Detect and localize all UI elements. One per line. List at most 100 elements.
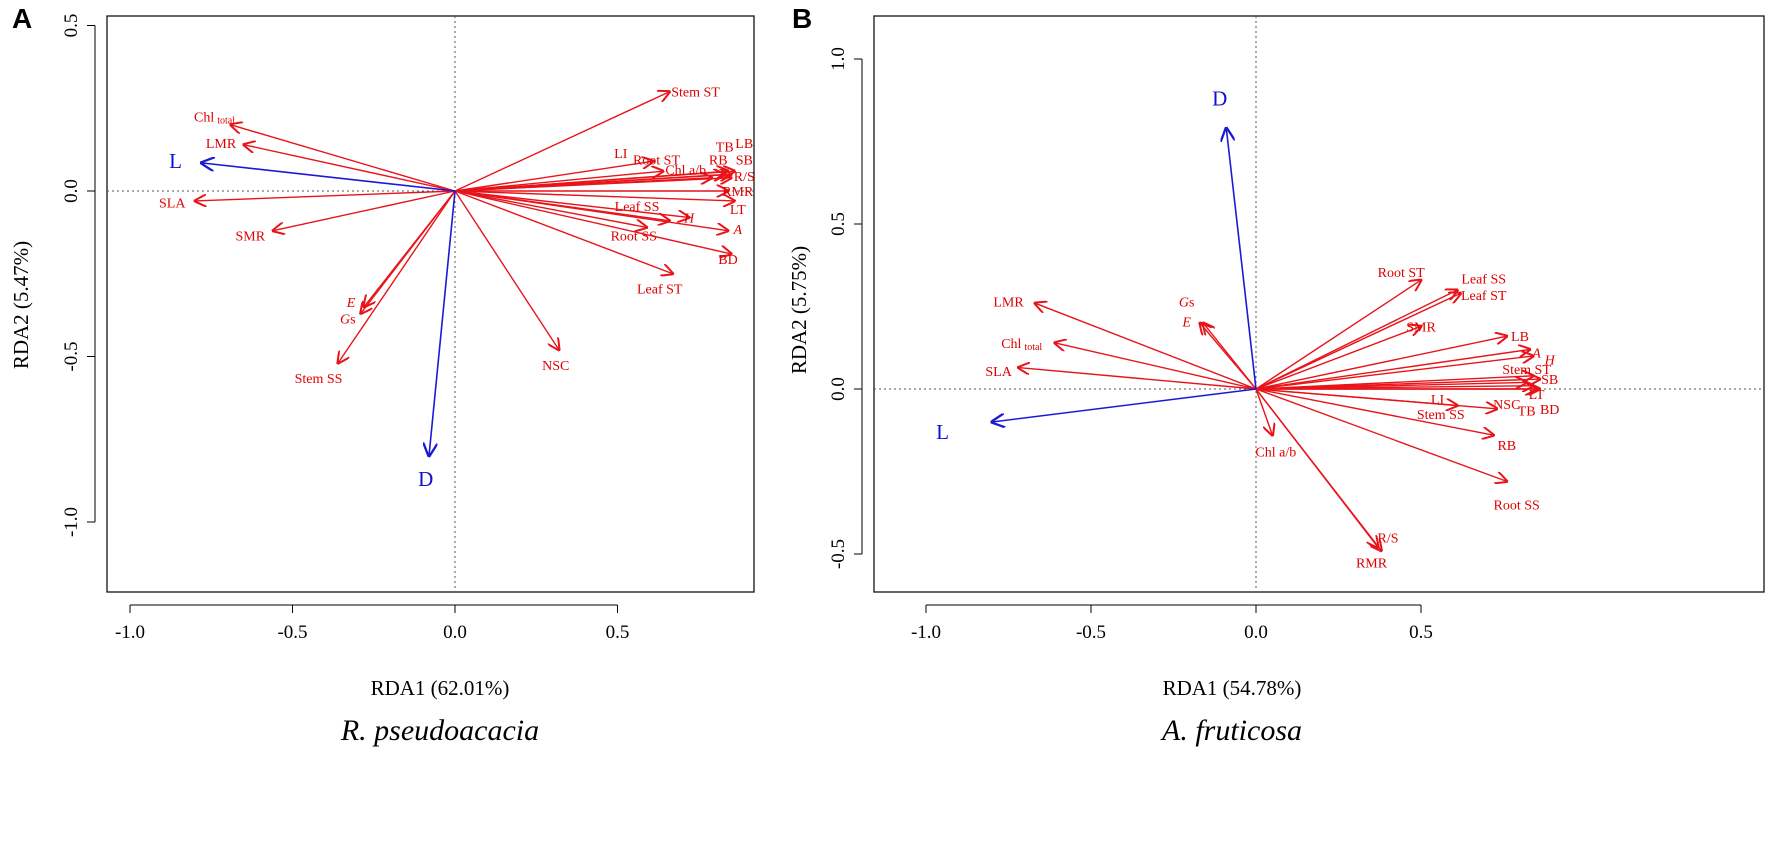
panel-a-vector-lmr <box>244 145 456 192</box>
panel-a-vector-chl-total-label: Chl total <box>194 111 235 127</box>
panel-b-vector-a <box>1255 349 1530 390</box>
panel-a-vector-root-ss-label: Root SS <box>611 230 657 245</box>
panel-b-vector-lb-label: LB <box>1511 330 1529 345</box>
panel-b-y-axis-title: RDA2 (5.75%) <box>787 246 811 374</box>
panel-b-vector-chl-total-label: Chl total <box>1001 337 1042 353</box>
panel-a-vector-root-st-label: Root ST <box>633 154 681 169</box>
panel-b-vector-lmr-label: LMR <box>993 296 1024 311</box>
panel-a-vector-stem-st <box>454 92 670 192</box>
panel-a-vector-smr <box>273 190 456 231</box>
panel-a-vector-h <box>454 190 689 217</box>
panel-b-x-axis-title: RDA1 (54.78%) <box>1163 676 1302 700</box>
panel-a-vector-tb-label: TB <box>716 140 734 155</box>
panel-b-x-tick-label: -1.0 <box>911 622 941 643</box>
panel-b-vector-lb <box>1255 336 1507 390</box>
panel-a-vector-lb-label: LB <box>735 137 753 152</box>
panel-a: A -1.0 -0.5 0.0 0.5 -1.0 -0.5 0.0 0.5 Chl total LM… <box>9 3 755 747</box>
panel-a-vector-lt-label: LT <box>730 203 746 218</box>
panel-a-x-tick-label: 0.5 <box>606 622 630 643</box>
panel-a-vector-leaf-ss-label: Leaf SS <box>615 200 660 215</box>
panel-b-vector-r-s-label: R/S <box>1377 532 1398 547</box>
panel-b-vector-sla <box>1018 368 1257 390</box>
panel-b-vector-stem-ss-label: Stem SS <box>1417 408 1465 423</box>
panel-b-vector-smr-label: SMR <box>1406 320 1436 335</box>
panel-b-vector-a-label: A <box>1531 347 1541 362</box>
panel-b-letter: B <box>792 3 812 34</box>
panel-a-vector-r-s <box>454 178 731 192</box>
panel-b-vector-nsc-label: NSC <box>1493 398 1520 413</box>
panel-b-vector-rmr <box>1255 388 1381 551</box>
panel-b-vector-lmr <box>1035 303 1257 390</box>
panel-a-vector-bd <box>454 190 731 254</box>
panel-b-vector-root-ss <box>1255 388 1507 481</box>
panel-b-vector-bd-label: BD <box>1540 403 1559 418</box>
panel-a-vector-rmr-label: RMR <box>722 185 754 200</box>
panel-b-y-tick-label: 0.5 <box>828 212 849 236</box>
panel-b-plot-box <box>873 15 1765 593</box>
panel-b-vector-gs-label: Gs <box>1179 296 1195 311</box>
panel-a-vector-lt <box>454 190 735 201</box>
panel-b-vector-lt-label: LT <box>1529 388 1545 403</box>
panel-b-vector-sla-label: SLA <box>985 365 1012 380</box>
panel-a-x-tick-label: 0.0 <box>443 622 467 643</box>
panel-a-vector-a-label: A <box>732 223 742 238</box>
panel-b-vector-leaf-ss-label: Leaf SS <box>1461 272 1506 287</box>
panel-b-vector-li-label: LI <box>1431 393 1445 408</box>
panel-b-vector-leaf-ss <box>1255 290 1457 390</box>
panel-a-vector-chl-total <box>231 125 456 192</box>
panel-a-vector-leaf-st <box>454 190 673 274</box>
panel-b-x-tick-label: -0.5 <box>1076 622 1106 643</box>
panel-b-vector-leaf-st <box>1255 293 1461 390</box>
panel-b-env-vector-d-label: D <box>1212 87 1227 111</box>
panel-b-vector-smr <box>1255 326 1421 390</box>
panel-a-species-title: R. pseudoacacia <box>340 714 539 747</box>
panel-a-y-tick-label: 0.0 <box>61 179 82 203</box>
panel-b-vector-root-st-label: Root ST <box>1378 266 1426 281</box>
panel-a-env-vector-l-label: L <box>169 149 182 173</box>
panel-b-vector-h <box>1255 356 1533 390</box>
panel-b-vector-sb-label: SB <box>1541 373 1558 388</box>
panel-a-plot: -1.0 -0.5 0.0 0.5 -1.0 -0.5 0.0 0.5 Chl total LMR S… <box>61 14 755 643</box>
panel-a-vector-stem-ss-label: Stem SS <box>295 372 343 387</box>
panel-a-y-tick-label: -0.5 <box>61 341 82 371</box>
panel-a-vector-stem-ss <box>338 190 456 363</box>
panel-b-env-vector-l <box>992 388 1257 422</box>
panel-a-env-vector-l <box>202 163 456 192</box>
panel-b-vector-h-label: H <box>1544 353 1556 368</box>
panel-a-y-tick-label: 0.5 <box>61 14 82 38</box>
panel-a-vector-sla <box>195 190 456 201</box>
panel-b-vector-tb-label: TB <box>1518 404 1536 419</box>
panel-a-vector-bd-label: BD <box>718 253 737 268</box>
panel-a-vector-rb-label: RB <box>709 154 728 169</box>
panel-a-vector-stem-st-label: Stem ST <box>671 86 720 101</box>
panel-b-x-tick-label: 0.5 <box>1409 622 1433 643</box>
panel-b-vector-chl-total <box>1055 343 1257 390</box>
panel-b-y-tick-label: 0.0 <box>828 377 849 401</box>
panel-a-vector-gs <box>361 190 456 313</box>
panel-a-vector-nsc-label: NSC <box>542 359 569 374</box>
panel-a-env-vector-d-label: D <box>418 467 433 491</box>
panel-a-vector-root-st <box>454 171 663 192</box>
panel-b: B -1.0 -0.5 0.0 0.5 -0.5 0.0 0.5 1.0 LMR Chl total… <box>787 3 1765 747</box>
panel-a-vector-r-s-label: R/S <box>734 170 755 185</box>
panel-a-vector-e-label: E <box>346 296 356 311</box>
panel-b-vector-rmr-label: RMR <box>1356 556 1388 571</box>
panel-b-vector-root-st <box>1255 280 1421 390</box>
panel-a-vector-sb-label: SB <box>736 154 753 169</box>
panel-a-vector-chl-a-b-label: Chl a/b <box>665 163 706 178</box>
panel-a-env-vector-d <box>429 190 456 456</box>
panel-b-vector-e <box>1200 323 1257 390</box>
panel-a-plot-box <box>106 15 755 593</box>
panel-a-y-tick-label: -1.0 <box>61 507 82 537</box>
panel-b-species-title: A. fruticosa <box>1160 714 1302 747</box>
panel-b-x-tick-label: 0.0 <box>1244 622 1268 643</box>
panel-b-vector-root-ss-label: Root SS <box>1494 499 1540 514</box>
panel-b-vector-chl-a-b <box>1255 388 1273 435</box>
panel-a-vector-gs-label: Gs <box>340 312 356 327</box>
panel-a-vector-smr-label: SMR <box>235 230 265 245</box>
panel-a-vector-li <box>454 161 653 192</box>
panel-a-y-axis-title: RDA2 (5.47%) <box>9 241 33 369</box>
panel-a-vector-a <box>454 190 728 231</box>
panel-b-vector-e-label: E <box>1181 315 1191 330</box>
